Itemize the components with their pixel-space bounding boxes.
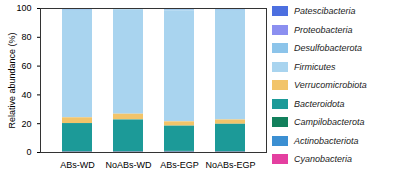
svg-text:NoABs-EGP: NoABs-EGP <box>205 160 255 170</box>
svg-text:Relative abundance (%): Relative abundance (%) <box>7 32 17 128</box>
svg-text:ABs-WD: ABs-WD <box>60 160 95 170</box>
html-text:Proteobacteria: Proteobacteria <box>294 24 353 35</box>
svg-text:100: 100 <box>16 3 31 13</box>
svg-text:20: 20 <box>21 119 31 129</box>
html-text:Actinobacteriota: Actinobacteriota <box>294 135 359 146</box>
html-text:Verrucomicrobiota: Verrucomicrobiota <box>294 80 367 91</box>
svg-text:60: 60 <box>21 61 31 71</box>
svg-text:40: 40 <box>21 90 31 100</box>
svg-text:ABs-EGP: ABs-EGP <box>160 160 199 170</box>
html-text:Cyanobacteria: Cyanobacteria <box>294 154 352 165</box>
svg-text:0: 0 <box>26 147 31 157</box>
html-text:Patescibacteria: Patescibacteria <box>294 6 356 17</box>
html-text:Campilobacterota: Campilobacterota <box>294 117 365 128</box>
html-text:Bacteroidota: Bacteroidota <box>294 98 345 109</box>
html-text:Firmicutes: Firmicutes <box>294 61 336 72</box>
svg-text:80: 80 <box>21 32 31 42</box>
html-text:Desulfobacterota: Desulfobacterota <box>294 43 362 54</box>
svg-text:NoABs-WD: NoABs-WD <box>105 160 152 170</box>
